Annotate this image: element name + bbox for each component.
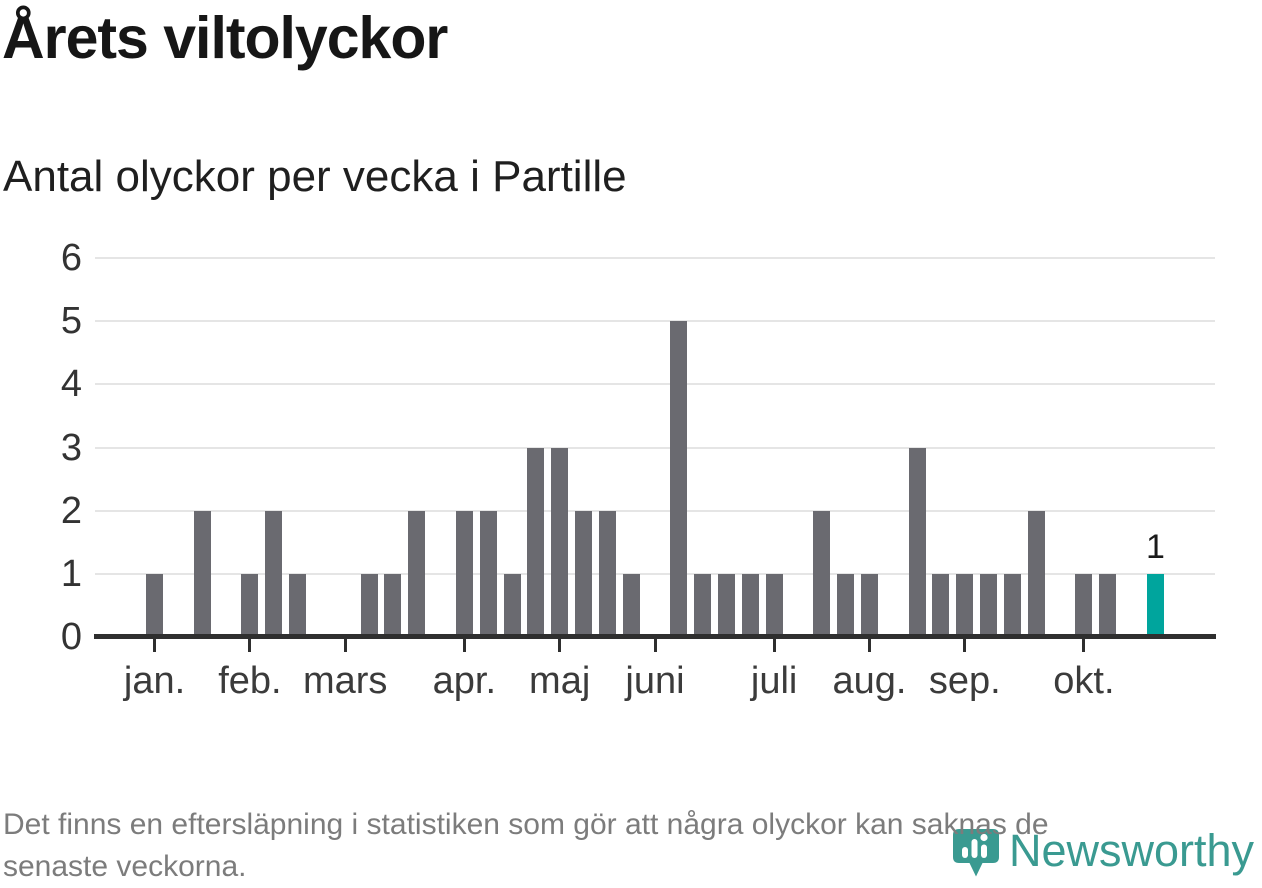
bar-week-32: [837, 573, 855, 637]
y-axis-label-2: 2: [60, 489, 82, 532]
bar-week-29: [765, 573, 783, 637]
newsworthy-logo-text: Newsworthy: [1009, 825, 1255, 876]
bar-week-13: [384, 573, 402, 637]
x-axis-label-juni: juni: [625, 660, 685, 702]
y-axis-label-4: 4: [60, 363, 82, 406]
bar-week-28: [741, 573, 759, 637]
gridline-y-4: [95, 383, 1215, 386]
x-axis-tick-juli: [772, 639, 776, 652]
gridline-y-5: [95, 320, 1215, 323]
bar-week-45-highlight: [1146, 573, 1164, 637]
bar-week-37: [956, 573, 974, 637]
x-axis-tick-feb: [248, 639, 252, 652]
x-axis-label-maj: maj: [529, 660, 591, 702]
x-axis-label-jan: jan.: [123, 660, 186, 702]
bar-week-8: [265, 510, 283, 637]
footnote-line: Det finns en eftersläpning i statistiken…: [3, 808, 1049, 841]
bar-week-16: [455, 510, 473, 637]
bar-week-25: [670, 321, 688, 637]
gridline-y-1: [95, 572, 1215, 575]
y-axis-label-0: 0: [60, 616, 82, 658]
x-axis-label-juli: juli: [750, 660, 798, 702]
bar-week-39: [1003, 573, 1021, 637]
bar-week-18: [503, 573, 521, 637]
x-axis-tick-mars: [343, 639, 347, 652]
x-axis-label-feb: feb.: [218, 660, 282, 702]
bar-week-43: [1099, 573, 1117, 637]
x-axis-tick-apr: [462, 639, 466, 652]
chart-subtitle: Antal olyckor per vecka i Partille: [3, 152, 627, 201]
bar-week-14: [408, 510, 426, 637]
footnote-line: senaste veckorna.: [3, 850, 247, 883]
x-axis-tick-okt: [1082, 639, 1086, 652]
gridline-y-6: [95, 257, 1215, 259]
bar-week-22: [598, 510, 616, 637]
x-axis-label-aug: aug.: [832, 660, 907, 702]
bar-week-5: [193, 510, 211, 637]
bar-week-17: [479, 510, 497, 637]
y-axis-label-5: 5: [60, 300, 82, 343]
x-axis-label-apr: apr.: [432, 660, 497, 702]
x-axis-tick-aug: [867, 639, 871, 652]
newsworthy-marker-icon: [953, 829, 999, 877]
bar-week-21: [575, 510, 592, 637]
x-axis-label-okt: okt.: [1053, 660, 1115, 702]
gridline-y-2: [95, 509, 1215, 512]
bar-week-31: [813, 510, 831, 637]
bar-week-36: [932, 573, 950, 637]
bar-week-27: [717, 573, 735, 637]
y-axis-label-6: 6: [60, 237, 82, 279]
page-title: Årets viltolyckor: [2, 5, 448, 71]
gridline-y-3: [95, 446, 1215, 449]
bar-week-35: [908, 447, 926, 637]
x-axis-tick-maj: [558, 639, 562, 652]
y-axis-label-3: 3: [60, 426, 82, 469]
bar-week-23: [622, 573, 640, 637]
x-axis-label-sep: sep.: [928, 660, 1001, 702]
bar-week-12: [360, 573, 378, 637]
bar-week-38: [980, 573, 998, 637]
bar-week-40: [1027, 510, 1045, 637]
bar-week-42: [1075, 573, 1093, 637]
bar-week-33: [860, 573, 878, 637]
bar-week-26: [694, 573, 712, 637]
bar-week-20: [551, 447, 569, 637]
bar-value-label: 1: [1145, 527, 1165, 566]
bar-week-19: [527, 447, 545, 637]
chart-footnote: Det finns en eftersläpning i statistiken…: [3, 804, 1259, 888]
x-axis-tick-jan: [153, 639, 157, 652]
x-axis-line: [94, 634, 1216, 639]
bar-week-3: [146, 573, 164, 637]
x-axis-tick-sep: [963, 639, 967, 652]
x-axis-tick-juni: [653, 639, 657, 652]
bar-chart: 0 1 2 3 4 5 6 1 jan. feb. mars apr. maj juni juli aug. s…: [60, 237, 1216, 702]
x-axis-label-mars: mars: [302, 660, 388, 702]
bar-week-7: [241, 573, 259, 637]
bar-week-9: [289, 573, 307, 637]
y-axis-label-1: 1: [60, 552, 82, 595]
